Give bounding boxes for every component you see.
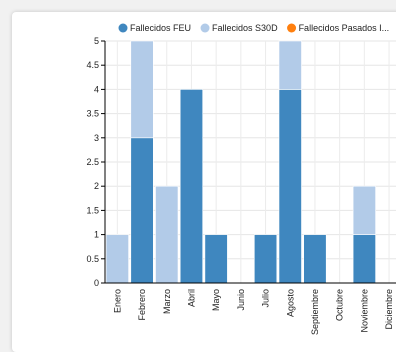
x-tick-label: Septiembre (310, 289, 320, 335)
x-tick-label: Julio (261, 289, 271, 308)
y-tick-label: 3.5 (86, 109, 99, 119)
bar-septiembre-series-1[interactable] (303, 234, 327, 284)
y-tick-label: 3 (94, 133, 99, 143)
y-tick-label: 0.5 (86, 254, 99, 264)
y-tick-labels: 0 0.5 1 1.5 2 2.5 3 3.5 4 4.5 5 (86, 36, 99, 288)
x-tick-label: Octubre (335, 289, 345, 321)
y-tick-label: 2 (94, 181, 99, 191)
x-tick-label: Agosto (285, 289, 295, 317)
legend-label: Fallecidos S30D (212, 23, 278, 33)
legend-item-1[interactable]: Fallecidos FEU (118, 23, 192, 33)
bar-marzo-series-2[interactable] (155, 185, 179, 284)
bar-julio-series-1[interactable] (254, 234, 278, 284)
legend: Fallecidos FEU Fallecidos S30D Fallecidos … (118, 23, 389, 33)
axes (101, 40, 396, 284)
legend-swatch (287, 23, 297, 33)
y-tick-label: 0 (94, 278, 99, 288)
bar-noviembre-series-1[interactable] (352, 234, 376, 284)
x-tick-label: Noviembre (359, 289, 369, 333)
bar-febrero-series-1[interactable] (130, 137, 154, 284)
stacked-bar-chart: 0 0.5 1 1.5 2 2.5 3 3.5 4 4.5 5 Enero Febrero Marzo A… (86, 23, 396, 335)
y-tick-label: 4 (94, 84, 99, 94)
y-tick-label: 4.5 (86, 60, 99, 70)
x-tick-label: Junio (236, 289, 246, 311)
chart-card (12, 12, 396, 352)
bar-enero-series-2[interactable] (105, 234, 129, 284)
legend-swatch (200, 23, 210, 33)
x-tick-label: Enero (112, 289, 122, 313)
bar-agosto-series-2[interactable] (278, 40, 302, 90)
legend-label: Fallecidos Pasados I... (299, 23, 390, 33)
legend-item-2[interactable]: Fallecidos S30D (200, 23, 279, 33)
legend-swatch (118, 23, 128, 33)
y-tick-label: 5 (94, 36, 99, 46)
bar-agosto-series-1[interactable] (278, 89, 302, 284)
y-tick-label: 1.5 (86, 205, 99, 215)
bar-febrero-series-2[interactable] (130, 40, 154, 139)
x-tick-label: Diciembre (384, 289, 394, 330)
y-tick-label: 1 (94, 230, 99, 240)
legend-item-3[interactable]: Fallecidos Pasados I... (287, 23, 389, 33)
bars (105, 40, 376, 284)
x-tick-label: Febrero (137, 289, 147, 321)
y-tick-label: 2.5 (86, 157, 99, 167)
bar-abril-series-1[interactable] (179, 89, 203, 284)
legend-label: Fallecidos FEU (130, 23, 191, 33)
bar-noviembre-series-2[interactable] (352, 185, 376, 235)
x-tick-label: Marzo (162, 289, 172, 314)
x-tick-labels: Enero Febrero Marzo Abril Mayo Junio Julio Agos… (112, 289, 394, 335)
x-tick-label: Mayo (211, 289, 221, 311)
x-tick-label: Abril (186, 289, 196, 307)
bar-mayo-series-1[interactable] (204, 234, 228, 284)
